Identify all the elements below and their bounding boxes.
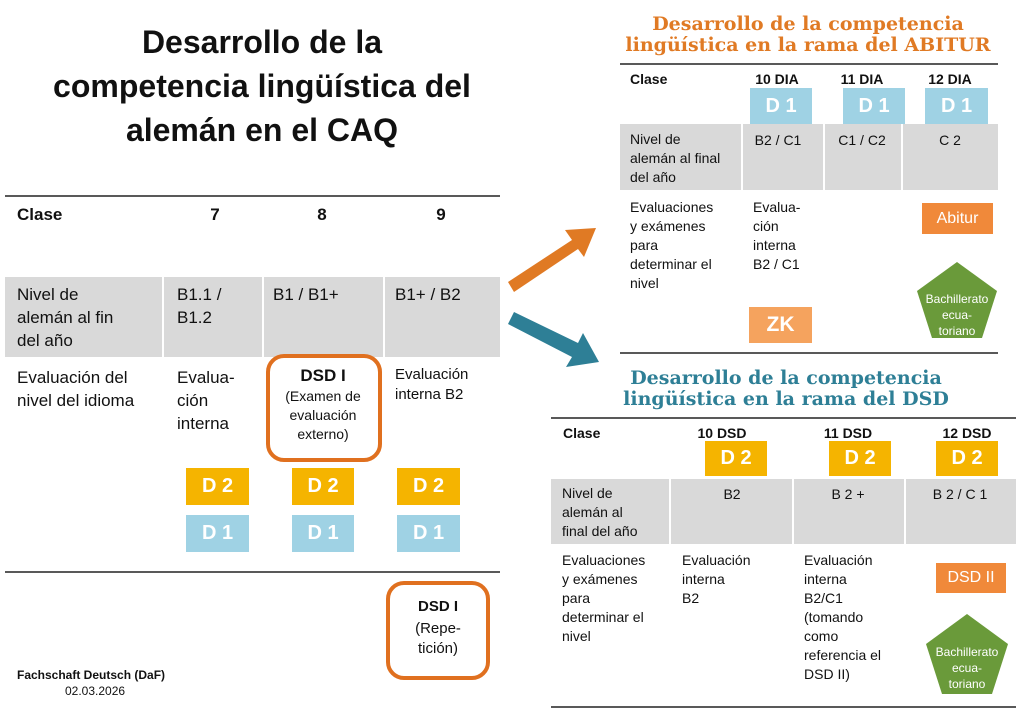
cell: Evaluaciones y exámenes para determinar … <box>562 552 646 644</box>
cell: Evalua- ción interna B2 / C1 <box>753 199 801 272</box>
badge: D 2 <box>186 468 249 505</box>
cell: C 2 <box>939 132 961 148</box>
zk-box: ZK <box>749 307 812 343</box>
badge: D 2 <box>936 441 998 476</box>
highlight-box <box>386 581 490 680</box>
box-title: DSD I <box>417 598 459 615</box>
cell: Nivel de alemán al final del año <box>562 485 638 539</box>
box-title: DSD I <box>300 366 346 385</box>
cell: B1 / B1+ <box>273 285 339 304</box>
cell: Evaluación interna B2/C1 (tomando como r… <box>804 552 882 682</box>
title: Desarrollo de la competencia lingüística… <box>53 24 471 148</box>
badge: D 1 <box>925 88 988 124</box>
badge: D 1 <box>843 88 905 124</box>
header-cell: Clase <box>563 425 601 441</box>
cell: C1 / C2 <box>838 132 886 148</box>
row-bg <box>620 124 998 190</box>
cell: Nivel de alemán al final del año <box>630 131 721 185</box>
cell: Evaluación interna B2 <box>682 552 751 606</box>
badge: D 1 <box>750 88 812 124</box>
section-title: Desarrollo de la competencia lingüística… <box>623 367 949 410</box>
cell: B1+ / B2 <box>395 285 461 304</box>
exam-box: Abitur <box>922 203 993 234</box>
header-cell: 12 DSD <box>942 425 992 441</box>
header-cell: 8 <box>317 205 327 224</box>
box-text: (Repe- tición) <box>415 620 461 657</box>
badge: D 1 <box>292 515 354 552</box>
header-cell: 11 DIA <box>840 71 884 87</box>
section-title: Desarrollo de la competencia lingüística… <box>625 13 991 56</box>
header-cell: 12 DIA <box>928 71 972 87</box>
header-cell: 9 <box>436 205 446 224</box>
pentagon <box>917 262 997 338</box>
header-cell: Clase <box>17 205 63 224</box>
badge: D 1 <box>186 515 249 552</box>
badge: D 2 <box>705 441 767 476</box>
header-cell: 7 <box>210 205 220 224</box>
cell: B 2 + <box>831 486 865 502</box>
header-cell: Clase <box>630 71 668 87</box>
header-cell: 10 DIA <box>755 71 799 87</box>
arrow <box>508 312 599 367</box>
header-cell: 10 DSD <box>697 425 747 441</box>
cell: Evaluación del nivel del idioma <box>17 368 135 410</box>
footer-org: Fachschaft Deutsch (DaF) <box>17 668 166 682</box>
highlight-box <box>266 354 382 462</box>
pentagon <box>926 614 1008 694</box>
cell: Evalua- ción interna <box>177 368 235 433</box>
badge: D 1 <box>397 515 460 552</box>
exam-box: DSD II <box>936 563 1006 593</box>
cell: B 2 / C 1 <box>932 486 988 502</box>
header-cell: 11 DSD <box>823 425 873 441</box>
badge: D 2 <box>829 441 891 476</box>
footer-date: 02.03.2026 <box>65 684 126 698</box>
cell: Evaluación interna B2 <box>395 366 469 403</box>
cell: Nivel de alemán al fin del año <box>17 285 114 350</box>
arrow <box>508 228 596 292</box>
row-bg <box>5 277 500 357</box>
box-text: (Examen de evaluación externo) <box>285 388 361 442</box>
cell: Evaluaciones y exámenes para determinar … <box>630 199 714 291</box>
cell: B1.1 / B1.2 <box>177 285 222 327</box>
pentagon-text: Bachillerato ecua- toriano <box>925 292 989 338</box>
pentagon-text: Bachillerato ecua- toriano <box>935 645 999 691</box>
badge: D 2 <box>292 468 354 505</box>
cell: B2 <box>723 486 741 502</box>
badge: D 2 <box>397 468 460 505</box>
cell: B2 / C1 <box>754 132 802 148</box>
row-bg <box>551 479 1016 544</box>
